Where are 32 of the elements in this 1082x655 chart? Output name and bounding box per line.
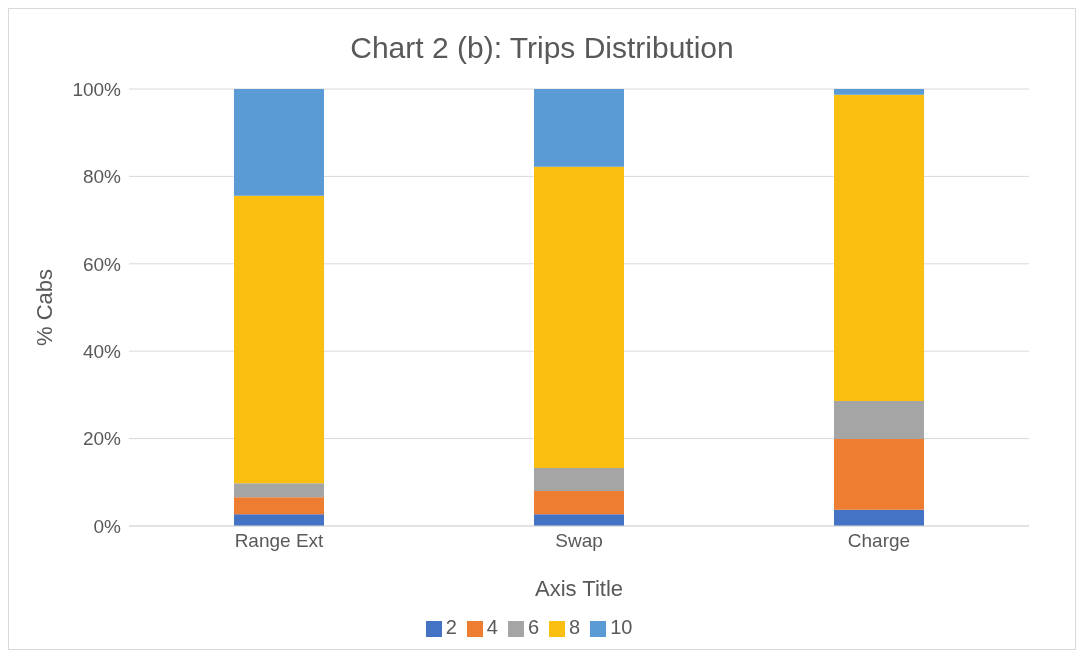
y-tick-label: 40% <box>82 340 122 362</box>
y-tick-label: 60% <box>82 253 122 275</box>
x-axis-title: Axis Title <box>534 576 624 601</box>
legend-label: 6 <box>527 616 539 638</box>
x-tick-label: Range Ext <box>234 530 325 552</box>
bar <box>834 439 924 510</box>
bar <box>834 509 924 526</box>
bar <box>534 491 624 515</box>
legend-label: 4 <box>486 616 498 638</box>
y-axis-title: % Cabs <box>31 268 57 347</box>
bar <box>234 89 324 196</box>
x-tick-label: Swap <box>555 530 603 552</box>
x-tick-label: Charge <box>847 530 911 552</box>
y-tick-label: 0% <box>93 515 122 537</box>
legend-label: 8 <box>569 616 581 638</box>
bar <box>534 514 624 526</box>
legend-label: 2 <box>445 616 457 638</box>
bar <box>534 467 624 492</box>
y-tick-label: 80% <box>82 166 122 188</box>
bar <box>534 166 624 468</box>
bar <box>234 483 324 498</box>
bar <box>834 89 924 95</box>
bar <box>834 401 924 440</box>
chart-title: Chart 2 (b): Trips Distribution <box>349 30 735 66</box>
bar <box>834 94 924 402</box>
bar <box>534 89 624 167</box>
bar <box>234 195 324 484</box>
y-tick-label: 20% <box>82 428 122 450</box>
legend-label: 10 <box>610 616 633 638</box>
y-tick-label: 100% <box>72 78 122 100</box>
bar <box>234 497 324 515</box>
bar <box>234 514 324 526</box>
